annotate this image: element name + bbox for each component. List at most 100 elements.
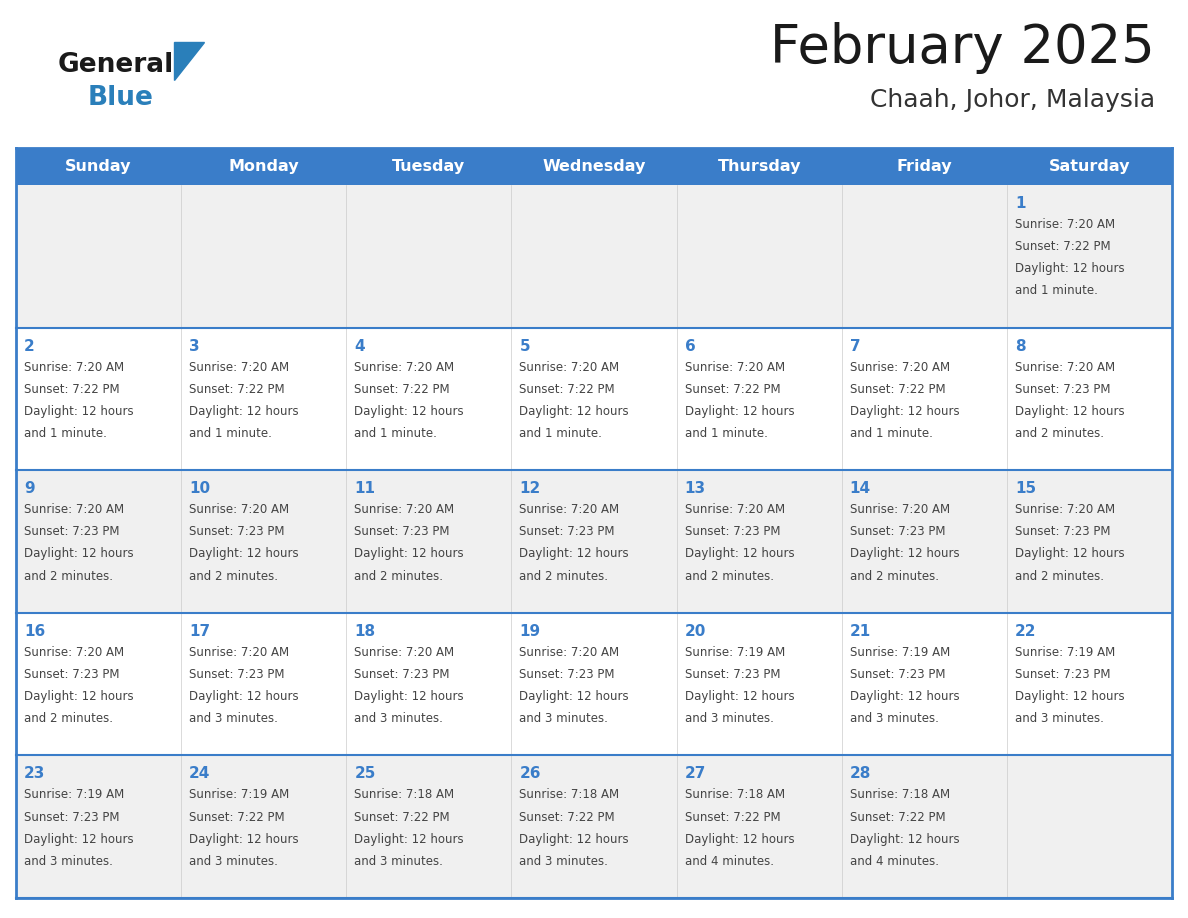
Text: 23: 23 bbox=[24, 767, 45, 781]
Text: Daylight: 12 hours: Daylight: 12 hours bbox=[849, 690, 960, 703]
Text: Daylight: 12 hours: Daylight: 12 hours bbox=[849, 547, 960, 560]
Text: Sunrise: 7:20 AM: Sunrise: 7:20 AM bbox=[189, 645, 289, 659]
Text: Sunset: 7:22 PM: Sunset: 7:22 PM bbox=[1015, 241, 1111, 253]
Text: Sunset: 7:23 PM: Sunset: 7:23 PM bbox=[24, 525, 120, 538]
Text: Blue: Blue bbox=[88, 85, 154, 111]
Text: and 3 minutes.: and 3 minutes. bbox=[684, 712, 773, 725]
Text: Sunrise: 7:20 AM: Sunrise: 7:20 AM bbox=[24, 503, 124, 516]
Text: 16: 16 bbox=[24, 624, 45, 639]
Text: 17: 17 bbox=[189, 624, 210, 639]
Text: Daylight: 12 hours: Daylight: 12 hours bbox=[519, 690, 630, 703]
Text: 8: 8 bbox=[1015, 339, 1025, 353]
Text: Daylight: 12 hours: Daylight: 12 hours bbox=[189, 690, 298, 703]
Text: and 2 minutes.: and 2 minutes. bbox=[24, 712, 113, 725]
Text: Daylight: 12 hours: Daylight: 12 hours bbox=[849, 405, 960, 418]
Text: and 3 minutes.: and 3 minutes. bbox=[189, 855, 278, 868]
Text: Sunrise: 7:18 AM: Sunrise: 7:18 AM bbox=[354, 789, 455, 801]
Text: February 2025: February 2025 bbox=[770, 22, 1155, 74]
Text: Sunset: 7:23 PM: Sunset: 7:23 PM bbox=[849, 668, 946, 681]
Text: Sunset: 7:23 PM: Sunset: 7:23 PM bbox=[354, 525, 450, 538]
Text: Sunset: 7:23 PM: Sunset: 7:23 PM bbox=[684, 525, 781, 538]
Text: and 2 minutes.: and 2 minutes. bbox=[849, 569, 939, 583]
Text: Sunrise: 7:19 AM: Sunrise: 7:19 AM bbox=[849, 645, 950, 659]
Bar bbox=[15, 185, 1173, 328]
Text: Sunrise: 7:19 AM: Sunrise: 7:19 AM bbox=[24, 789, 125, 801]
Text: 4: 4 bbox=[354, 339, 365, 353]
Bar bbox=[15, 470, 1173, 613]
Text: Daylight: 12 hours: Daylight: 12 hours bbox=[519, 833, 630, 845]
Bar bbox=[15, 756, 1173, 898]
Bar bbox=[15, 613, 1173, 756]
Text: Sunset: 7:23 PM: Sunset: 7:23 PM bbox=[354, 668, 450, 681]
Text: and 3 minutes.: and 3 minutes. bbox=[354, 712, 443, 725]
Text: Sunset: 7:23 PM: Sunset: 7:23 PM bbox=[1015, 668, 1111, 681]
Text: Daylight: 12 hours: Daylight: 12 hours bbox=[189, 547, 298, 560]
Text: Sunset: 7:22 PM: Sunset: 7:22 PM bbox=[684, 811, 781, 823]
Text: and 2 minutes.: and 2 minutes. bbox=[189, 569, 278, 583]
Text: and 2 minutes.: and 2 minutes. bbox=[1015, 427, 1104, 440]
Text: and 1 minute.: and 1 minute. bbox=[684, 427, 767, 440]
Text: Thursday: Thursday bbox=[718, 159, 801, 174]
Text: Saturday: Saturday bbox=[1049, 159, 1130, 174]
Text: Sunday: Sunday bbox=[65, 159, 132, 174]
Text: 13: 13 bbox=[684, 481, 706, 497]
Text: Daylight: 12 hours: Daylight: 12 hours bbox=[1015, 547, 1125, 560]
Text: General: General bbox=[58, 52, 175, 78]
Text: 9: 9 bbox=[24, 481, 34, 497]
Text: 2: 2 bbox=[24, 339, 34, 353]
Text: Friday: Friday bbox=[897, 159, 952, 174]
Text: 5: 5 bbox=[519, 339, 530, 353]
Text: 14: 14 bbox=[849, 481, 871, 497]
Text: Daylight: 12 hours: Daylight: 12 hours bbox=[1015, 263, 1125, 275]
Text: and 3 minutes.: and 3 minutes. bbox=[24, 855, 113, 868]
Text: Sunset: 7:22 PM: Sunset: 7:22 PM bbox=[849, 811, 946, 823]
Text: Sunrise: 7:20 AM: Sunrise: 7:20 AM bbox=[1015, 361, 1116, 374]
Text: and 3 minutes.: and 3 minutes. bbox=[189, 712, 278, 725]
Text: and 2 minutes.: and 2 minutes. bbox=[519, 569, 608, 583]
Text: Daylight: 12 hours: Daylight: 12 hours bbox=[684, 833, 795, 845]
Text: 22: 22 bbox=[1015, 624, 1036, 639]
Text: Daylight: 12 hours: Daylight: 12 hours bbox=[1015, 405, 1125, 418]
Text: Sunrise: 7:18 AM: Sunrise: 7:18 AM bbox=[849, 789, 950, 801]
Text: Sunrise: 7:20 AM: Sunrise: 7:20 AM bbox=[684, 503, 785, 516]
Text: Sunrise: 7:20 AM: Sunrise: 7:20 AM bbox=[684, 361, 785, 374]
Text: Sunrise: 7:20 AM: Sunrise: 7:20 AM bbox=[519, 503, 620, 516]
Text: Daylight: 12 hours: Daylight: 12 hours bbox=[354, 405, 463, 418]
Text: Daylight: 12 hours: Daylight: 12 hours bbox=[24, 833, 133, 845]
Text: Daylight: 12 hours: Daylight: 12 hours bbox=[189, 833, 298, 845]
Text: and 3 minutes.: and 3 minutes. bbox=[519, 712, 608, 725]
Text: Daylight: 12 hours: Daylight: 12 hours bbox=[24, 547, 133, 560]
Text: Sunset: 7:23 PM: Sunset: 7:23 PM bbox=[519, 668, 615, 681]
Text: and 1 minute.: and 1 minute. bbox=[519, 427, 602, 440]
Text: and 1 minute.: and 1 minute. bbox=[354, 427, 437, 440]
Text: 19: 19 bbox=[519, 624, 541, 639]
Text: Daylight: 12 hours: Daylight: 12 hours bbox=[684, 547, 795, 560]
Text: Sunset: 7:22 PM: Sunset: 7:22 PM bbox=[24, 383, 120, 396]
Text: Sunrise: 7:20 AM: Sunrise: 7:20 AM bbox=[354, 645, 455, 659]
Text: Sunset: 7:23 PM: Sunset: 7:23 PM bbox=[189, 668, 285, 681]
Text: 15: 15 bbox=[1015, 481, 1036, 497]
Text: 7: 7 bbox=[849, 339, 860, 353]
Text: and 3 minutes.: and 3 minutes. bbox=[1015, 712, 1104, 725]
Text: Sunrise: 7:19 AM: Sunrise: 7:19 AM bbox=[684, 645, 785, 659]
Text: and 1 minute.: and 1 minute. bbox=[849, 427, 933, 440]
Text: Sunrise: 7:20 AM: Sunrise: 7:20 AM bbox=[189, 503, 289, 516]
Text: and 3 minutes.: and 3 minutes. bbox=[519, 855, 608, 868]
Text: and 4 minutes.: and 4 minutes. bbox=[684, 855, 773, 868]
Text: Sunset: 7:23 PM: Sunset: 7:23 PM bbox=[1015, 525, 1111, 538]
Text: Daylight: 12 hours: Daylight: 12 hours bbox=[684, 690, 795, 703]
Text: Sunrise: 7:20 AM: Sunrise: 7:20 AM bbox=[519, 361, 620, 374]
Text: Sunset: 7:23 PM: Sunset: 7:23 PM bbox=[189, 525, 285, 538]
Text: and 2 minutes.: and 2 minutes. bbox=[1015, 569, 1104, 583]
Text: and 1 minute.: and 1 minute. bbox=[189, 427, 272, 440]
Text: Sunset: 7:22 PM: Sunset: 7:22 PM bbox=[684, 383, 781, 396]
Text: 26: 26 bbox=[519, 767, 541, 781]
Text: and 3 minutes.: and 3 minutes. bbox=[849, 712, 939, 725]
Text: Sunset: 7:23 PM: Sunset: 7:23 PM bbox=[24, 668, 120, 681]
Text: Sunset: 7:22 PM: Sunset: 7:22 PM bbox=[354, 383, 450, 396]
Text: 25: 25 bbox=[354, 767, 375, 781]
Text: Sunrise: 7:20 AM: Sunrise: 7:20 AM bbox=[1015, 218, 1116, 231]
Text: Daylight: 12 hours: Daylight: 12 hours bbox=[24, 405, 133, 418]
Text: 21: 21 bbox=[849, 624, 871, 639]
Text: Daylight: 12 hours: Daylight: 12 hours bbox=[24, 690, 133, 703]
